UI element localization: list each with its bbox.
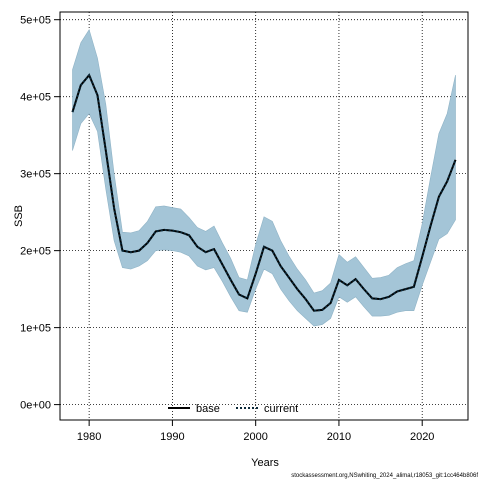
- x-tick-label: 2000: [243, 431, 267, 443]
- y-tick-label: 3e+05: [20, 169, 51, 181]
- y-tick-label: 2e+05: [20, 246, 51, 258]
- x-tick-label: 2010: [327, 431, 351, 443]
- y-tick-label: 1e+05: [20, 323, 51, 335]
- x-tick-label: 1980: [77, 431, 101, 443]
- x-axis: 1980 1990 2000 2010 2020: [77, 420, 434, 443]
- confidence-band: [72, 28, 456, 327]
- y-tick-label: 5e+05: [20, 15, 51, 27]
- x-tick-label: 1990: [160, 431, 184, 443]
- legend: base current: [168, 403, 298, 415]
- legend-label-current: current: [264, 403, 298, 415]
- y-axis: 0e+00 1e+05 2e+05 3e+05 4e+05 5e+05: [20, 15, 60, 412]
- y-axis-title: SSB: [13, 205, 25, 227]
- legend-label-base: base: [196, 403, 220, 415]
- gridlines: [60, 12, 468, 420]
- y-tick-label: 0e+00: [20, 400, 51, 412]
- footer-credit: stockassessment.org,NSwhiting_2024_alima…: [291, 473, 478, 479]
- x-axis-title: Years: [251, 457, 279, 469]
- x-tick-label: 2020: [410, 431, 434, 443]
- y-tick-label: 4e+05: [20, 92, 51, 104]
- plot-frame: [59, 11, 469, 421]
- series-line-current: [71, 73, 457, 312]
